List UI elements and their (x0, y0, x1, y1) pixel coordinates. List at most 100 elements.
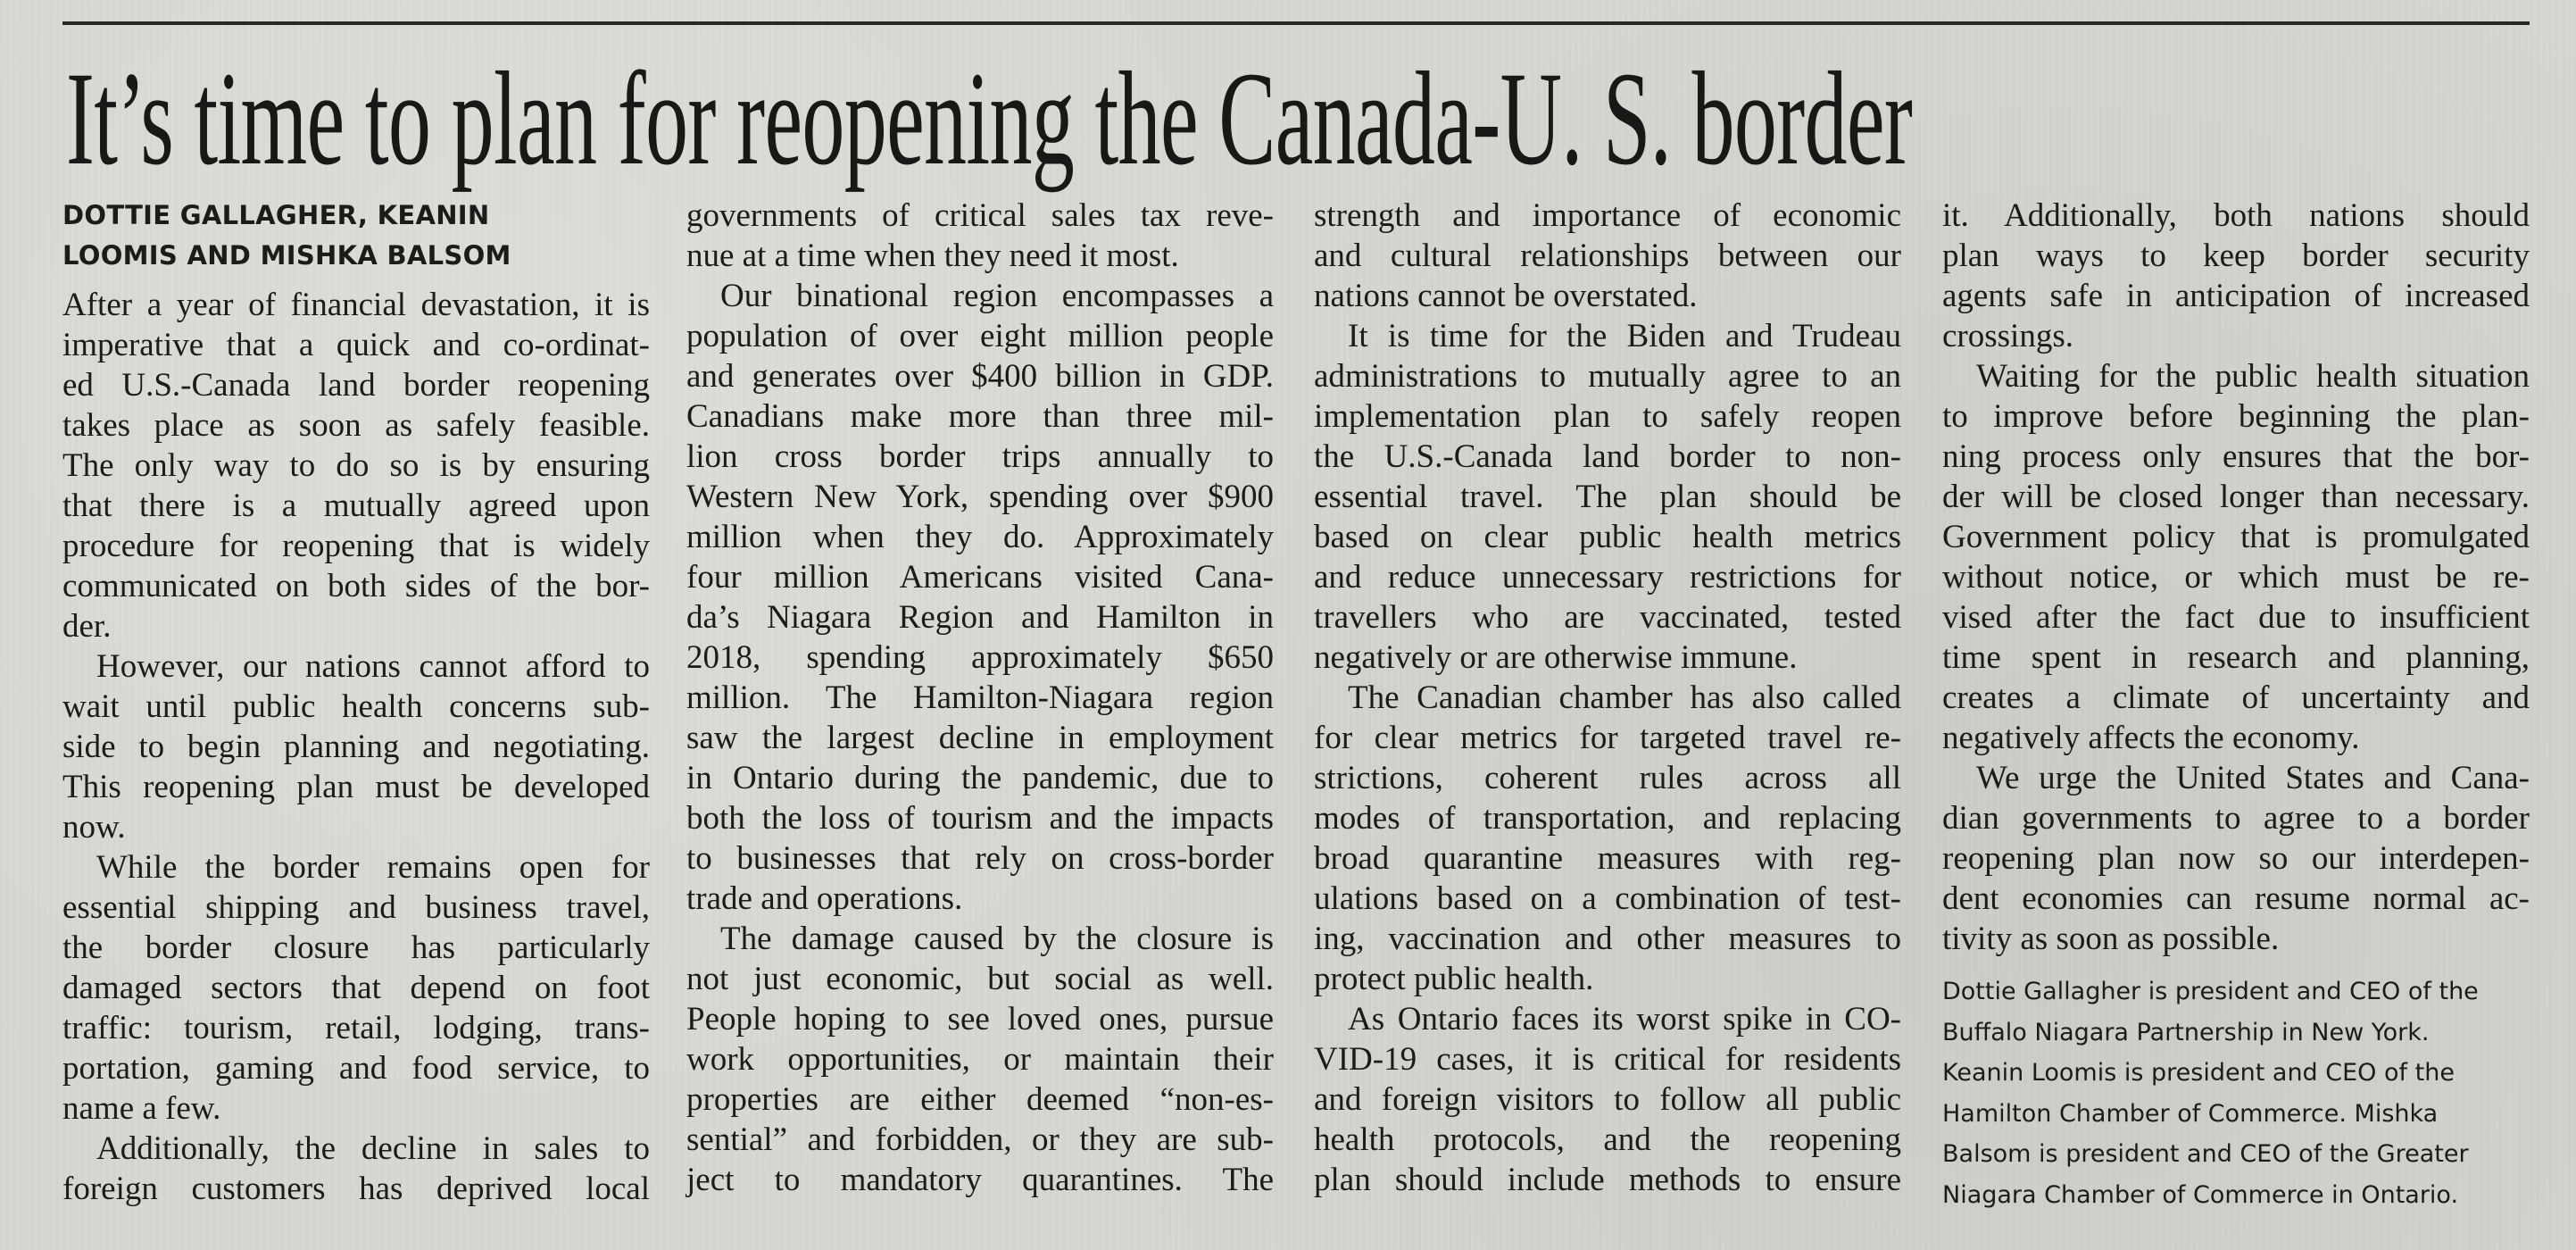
text-line: dent economies can resume normal ac- (1942, 879, 2530, 919)
paragraph: The damage caused by the closure is not j… (686, 919, 1274, 1200)
text-line-content: negatively or are otherwise immune. (1314, 639, 1798, 676)
text-line-content: takes place as soon as safely feasible. (62, 407, 650, 444)
text-line: time spent in research and planning, (1942, 638, 2530, 678)
text-line: tivity as soon as possible. (1942, 919, 2530, 959)
text-line-content: portation, gaming and food service, to (62, 1050, 650, 1087)
text-line: ed U.S.-Canada land border reopening (62, 365, 650, 405)
bio-line: Hamilton Chamber of Commerce. Mishka (1942, 1094, 2530, 1135)
text-line: This reopening plan must be developed (62, 767, 650, 807)
text-line-content: Canadians make more than three mil- (686, 398, 1274, 435)
text-line: implementation plan to safely reopen (1314, 396, 1901, 437)
bio-line-content: Keanin Loomis is president and CEO of th… (1942, 1059, 2455, 1087)
text-line: it. Additionally, both nations should (1942, 196, 2530, 236)
text-line: saw the largest decline in employment (686, 718, 1274, 758)
text-line-content: It is time for the Biden and Trudeau (1348, 318, 1901, 354)
text-line: agents safe in anticipation of increased (1942, 276, 2530, 316)
text-line: takes place as soon as safely feasible. (62, 405, 650, 446)
text-line: plan should include methods to ensure (1314, 1160, 1901, 1200)
text-line-content: essential shipping and business travel, (62, 889, 650, 926)
text-line: for clear metrics for targeted travel re… (1314, 718, 1901, 758)
text-line-content: protect public health. (1314, 961, 1594, 997)
paragraph: strength and importance of economic and c… (1314, 196, 1901, 316)
bio-line: Niagara Chamber of Commerce in Ontario. (1942, 1175, 2530, 1216)
text-line-content: traffic: tourism, retail, lodging, trans… (62, 1010, 650, 1046)
article-column-3: strength and importance of economic and c… (1314, 196, 1901, 1200)
text-line-content: to businesses that rely on cross-border (686, 840, 1274, 877)
text-line-content: strictions, coherent rules across all (1314, 760, 1901, 796)
text-line: negatively affects the economy. (1942, 718, 2530, 758)
top-rule (62, 21, 2530, 25)
text-line: the U.S.-Canada land border to non- (1314, 437, 1901, 477)
text-line-content: plan ways to keep border security (1942, 238, 2530, 274)
text-line: Waiting for the public health situation (1942, 356, 2530, 396)
text-line: crossings. (1942, 316, 2530, 356)
text-line-content: der will be closed longer than necessary… (1942, 479, 2530, 515)
text-line: procedure for reopening that is widely (62, 526, 650, 566)
text-line-content: administrations to mutually agree to an (1314, 358, 1901, 395)
text-line-content: for clear metrics for targeted travel re… (1314, 720, 1901, 756)
text-line-content: broad quarantine measures with reg- (1314, 840, 1901, 877)
paragraph: It is time for the Biden and Trudeau admi… (1314, 316, 1901, 678)
text-line-content: lion cross border trips annually to (686, 438, 1274, 475)
text-line: plan ways to keep border security (1942, 236, 2530, 276)
text-line: wait until public health concerns sub- (62, 687, 650, 727)
text-line: However, our nations cannot afford to (62, 646, 650, 687)
text-line-content: procedure for reopening that is widely (62, 528, 650, 564)
bio-line-content: Hamilton Chamber of Commerce. Mishka (1942, 1099, 2439, 1128)
text-line: ulations based on a combination of test- (1314, 879, 1901, 919)
text-line: nue at a time when they need it most. (686, 236, 1274, 276)
text-line-content: work opportunities, or maintain their (686, 1041, 1274, 1078)
text-line: It is time for the Biden and Trudeau (1314, 316, 1901, 356)
text-line: vised after the fact due to insufficient (1942, 597, 2530, 638)
text-line: der will be closed longer than necessary… (1942, 477, 2530, 517)
text-line-content: not just economic, but social as well. (686, 961, 1274, 997)
text-line-content: 2018, spending approximately $650 (686, 639, 1274, 676)
text-line: After a year of financial devastation, i… (62, 285, 650, 325)
text-line-content: the border closure has particularly (62, 929, 650, 966)
text-line-content: now. (62, 809, 126, 846)
text-line: population of over eight million people (686, 316, 1274, 356)
text-line-content: to improve before beginning the plan- (1942, 398, 2530, 435)
text-line-content: Additionally, the decline in sales to (96, 1130, 650, 1167)
text-line-content: foreign customers has deprived local (62, 1171, 650, 1207)
text-line: VID-19 cases, it is critical for residen… (1314, 1039, 1901, 1079)
text-line: and generates over $400 billion in GDP. (686, 356, 1274, 396)
text-line-content: The Canadian chamber has also called (1348, 679, 1901, 716)
text-line-content: million when they do. Approximately (686, 519, 1274, 555)
text-line: health protocols, and the reopening (1314, 1120, 1901, 1160)
text-line-content: implementation plan to safely reopen (1314, 398, 1901, 435)
text-line-content: modes of transportation, and replacing (1314, 800, 1901, 837)
text-line: modes of transportation, and replacing (1314, 798, 1901, 838)
bio-line-content: Balsom is president and CEO of the Great… (1942, 1140, 2469, 1168)
text-line: the border closure has particularly (62, 928, 650, 968)
text-line-content: and generates over $400 billion in GDP. (686, 358, 1274, 395)
paragraph: As Ontario faces its worst spike in CO- V… (1314, 999, 1901, 1200)
text-line-content: sential” and forbidden, or they are sub- (686, 1121, 1274, 1158)
text-line: protect public health. (1314, 959, 1901, 999)
text-line: creates a climate of uncertainty and (1942, 678, 2530, 718)
text-line: portation, gaming and food service, to (62, 1048, 650, 1088)
paragraph: While the border remains open for essenti… (62, 847, 650, 1129)
text-line: based on clear public health metrics (1314, 517, 1901, 557)
text-line-content: As Ontario faces its worst spike in CO- (1348, 1001, 1901, 1038)
text-line-content: ing, vaccination and other measures to (1314, 921, 1901, 957)
text-line-content: strength and importance of economic (1314, 197, 1901, 234)
text-line: nations cannot be overstated. (1314, 276, 1901, 316)
text-line: governments of critical sales tax reve- (686, 196, 1274, 236)
text-line: 2018, spending approximately $650 (686, 638, 1274, 678)
text-line-content: dent economies can resume normal ac- (1942, 880, 2530, 917)
text-line: ing, vaccination and other measures to (1314, 919, 1901, 959)
text-line: communicated on both sides of the bor- (62, 566, 650, 606)
text-line: da’s Niagara Region and Hamilton in (686, 597, 1274, 638)
byline-line: DOTTIE GALLAGHER, KEANIN (62, 200, 490, 230)
text-line: administrations to mutually agree to an (1314, 356, 1901, 396)
paragraph: After a year of financial devastation, i… (62, 285, 650, 646)
text-line: and foreign visitors to follow all publi… (1314, 1079, 1901, 1120)
text-line: work opportunities, or maintain their (686, 1039, 1274, 1079)
text-line-content: This reopening plan must be developed (62, 769, 650, 805)
text-line-content: agents safe in anticipation of increased (1942, 278, 2530, 314)
text-line-content: that there is a mutually agreed upon (62, 488, 650, 524)
text-line: Additionally, the decline in sales to (62, 1129, 650, 1169)
text-line: million when they do. Approximately (686, 517, 1274, 557)
text-line: People hoping to see loved ones, pursue (686, 999, 1274, 1039)
